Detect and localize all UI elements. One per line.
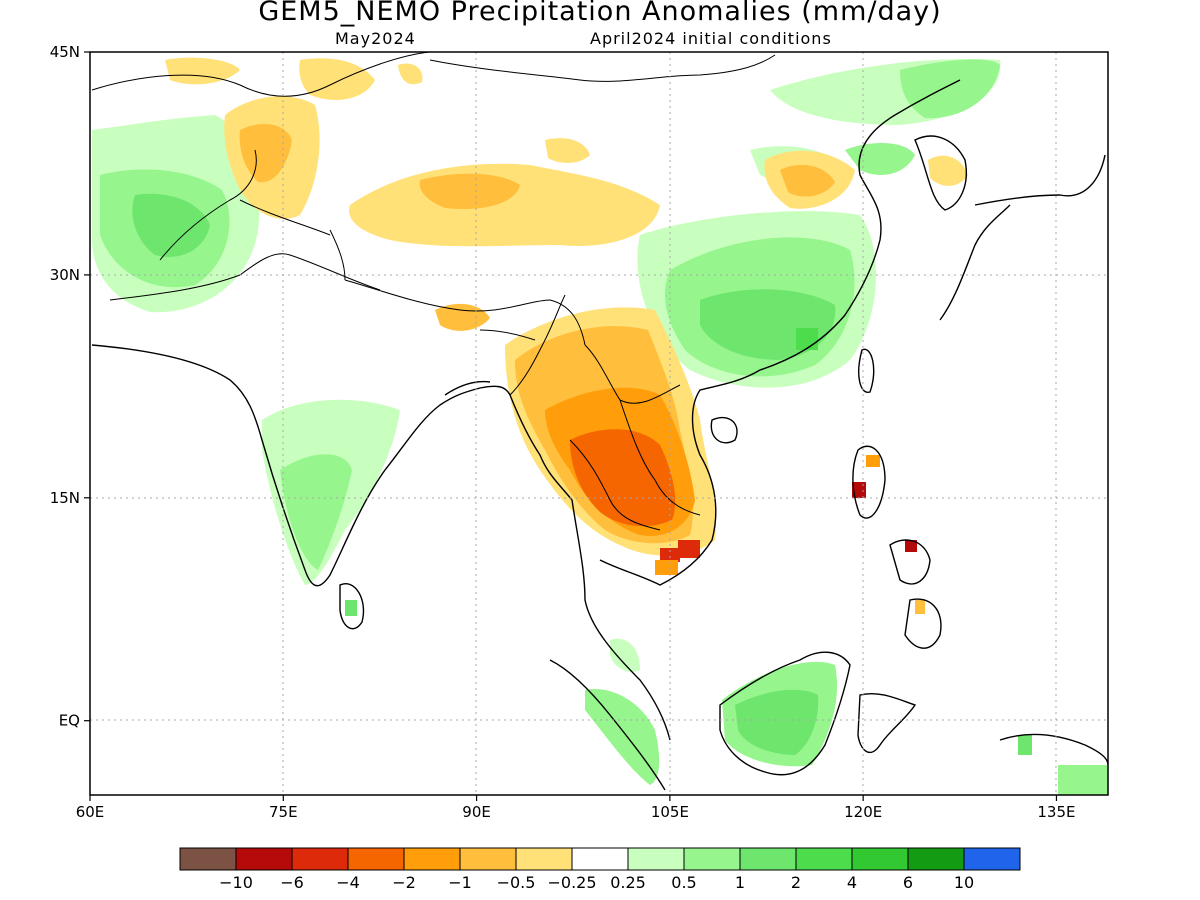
colorbar-swatch (795, 847, 853, 871)
colorbar-label: −10 (219, 873, 253, 892)
colorbar-swatch (571, 847, 629, 871)
colorbar-swatch (403, 847, 461, 871)
colorbar-label: −4 (336, 873, 360, 892)
colorbar-swatch (291, 847, 349, 871)
colorbar-swatch (515, 847, 573, 871)
initial-conditions-label: April2024 initial conditions (590, 29, 832, 48)
axis-ticks: 45N 30N 15N EQ 60E 75E 90E 105E 120E 135E (50, 43, 1076, 821)
y-tick-label: 30N (50, 266, 80, 284)
y-tick-label: 45N (50, 43, 80, 61)
chart-title: GEM5_NEMO Precipitation Anomalies (mm/da… (258, 0, 942, 27)
colorbar-label: −0.25 (547, 873, 596, 892)
x-tick-label: 120E (844, 803, 882, 821)
colorbar-swatch (235, 847, 293, 871)
graticule (90, 52, 1108, 795)
colorbar-swatch (851, 847, 909, 871)
x-tick-label: 75E (269, 803, 298, 821)
colorbar-swatch (347, 847, 405, 871)
colorbar-swatch (963, 847, 1021, 871)
colorbar-label: 0.5 (671, 873, 696, 892)
x-tick-label: 105E (651, 803, 689, 821)
colorbar-swatch (627, 847, 685, 871)
colorbar-label: 4 (847, 873, 857, 892)
colorbar-label: 1 (735, 873, 745, 892)
colorbar-swatch (459, 847, 517, 871)
colorbar-swatch (739, 847, 797, 871)
colorbar-label: −6 (280, 873, 304, 892)
colorbar-label: 10 (954, 873, 974, 892)
colorbar-label: −2 (392, 873, 416, 892)
colorbar-label: −1 (448, 873, 472, 892)
x-tick-label: 135E (1037, 803, 1075, 821)
colorbar-swatch (683, 847, 741, 871)
coastlines (91, 79, 1108, 791)
colorbar-label: 6 (903, 873, 913, 892)
colorbar-label: −0.5 (497, 873, 536, 892)
colorbar-label: 0.25 (610, 873, 646, 892)
anomaly-field (90, 52, 1108, 795)
colorbar-swatch (179, 847, 237, 871)
colorbar-swatch (907, 847, 965, 871)
colorbar-label: 2 (791, 873, 801, 892)
x-tick-label: 60E (76, 803, 105, 821)
plot-frame (89, 51, 1109, 796)
country-borders (91, 52, 776, 531)
y-tick-label: 15N (50, 489, 80, 507)
y-tick-label: EQ (59, 712, 80, 730)
colorbar: −10 −6 −4 −2 −1 −0.5 −0.25 0.25 0.5 1 2 4 6 10 (179, 847, 1021, 892)
forecast-month: May2024 (335, 29, 416, 48)
x-tick-label: 90E (462, 803, 491, 821)
